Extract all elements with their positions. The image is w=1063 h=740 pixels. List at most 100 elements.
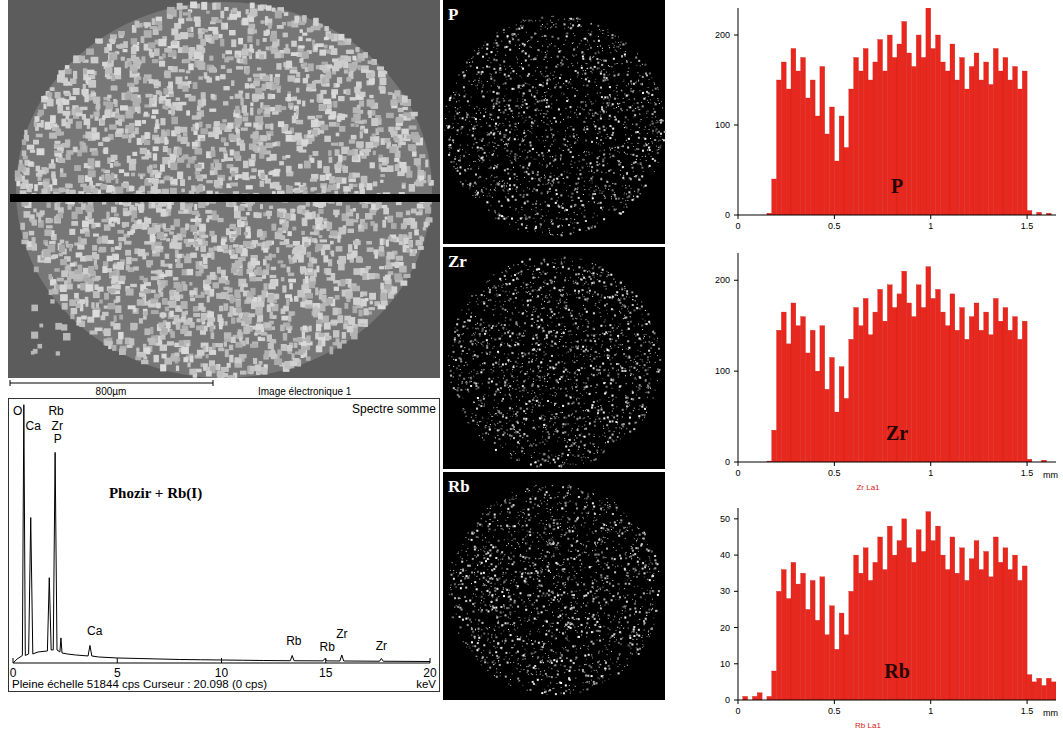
grain — [23, 156, 28, 160]
grain — [372, 133, 377, 136]
grain — [210, 326, 214, 332]
grain — [322, 62, 329, 65]
grain — [141, 360, 148, 364]
grain — [116, 128, 124, 133]
grain — [399, 234, 403, 240]
grain — [339, 227, 346, 234]
grain — [35, 127, 39, 131]
grain — [198, 303, 204, 311]
grain — [403, 274, 410, 278]
grain — [49, 163, 56, 168]
grain — [333, 342, 338, 345]
grain — [295, 190, 300, 193]
grain — [253, 74, 260, 78]
grain — [225, 50, 232, 54]
grain — [110, 322, 114, 327]
grain — [197, 319, 201, 323]
grain — [91, 224, 95, 229]
grain — [160, 281, 165, 288]
grain — [188, 63, 193, 70]
grain — [144, 328, 150, 335]
grain — [256, 261, 260, 266]
grain — [266, 47, 270, 51]
grain — [178, 18, 184, 24]
grain — [225, 280, 230, 285]
grain — [150, 52, 154, 57]
grain — [142, 120, 146, 124]
grain — [168, 82, 173, 89]
grain — [310, 276, 316, 282]
grain — [399, 241, 403, 246]
grain — [250, 3, 255, 9]
grain — [128, 138, 131, 142]
grain — [386, 240, 389, 247]
grain — [231, 39, 236, 47]
grain — [183, 45, 189, 53]
grain — [243, 241, 251, 248]
grain — [45, 242, 48, 246]
grain — [336, 84, 340, 87]
grain — [188, 176, 191, 180]
grain — [236, 308, 242, 313]
grain — [337, 77, 342, 84]
grain — [97, 238, 103, 243]
grain — [285, 294, 292, 298]
grain — [194, 164, 202, 168]
grain — [144, 112, 148, 117]
grain — [302, 218, 308, 226]
grain — [342, 332, 346, 339]
grain — [118, 31, 125, 35]
grain — [188, 81, 191, 84]
grain — [65, 241, 68, 245]
grain — [206, 354, 209, 358]
grain — [333, 308, 339, 316]
grain — [94, 112, 100, 117]
grain — [47, 99, 54, 107]
grain — [126, 257, 132, 265]
grain — [338, 41, 345, 45]
grain — [224, 7, 228, 11]
grain — [129, 135, 132, 139]
grain — [60, 173, 67, 177]
grain — [388, 92, 393, 95]
grain — [35, 116, 40, 122]
grain — [368, 61, 376, 65]
grain — [258, 50, 261, 54]
grain — [179, 69, 185, 72]
grain — [283, 333, 287, 341]
grain — [106, 212, 109, 219]
grain — [231, 80, 234, 86]
grain — [163, 223, 166, 229]
grain — [406, 135, 410, 138]
grain — [160, 364, 166, 371]
grain — [323, 166, 329, 173]
grain — [84, 95, 88, 102]
grain — [323, 99, 331, 104]
grain — [119, 315, 123, 320]
grain — [86, 49, 94, 55]
grain — [92, 245, 97, 251]
grain — [118, 280, 125, 284]
grain — [66, 154, 71, 160]
grain — [177, 258, 181, 264]
grain — [312, 211, 316, 219]
grain — [185, 223, 188, 230]
grain — [27, 145, 35, 150]
grain — [209, 56, 213, 61]
grain — [329, 157, 333, 163]
grain — [69, 245, 72, 251]
grain — [283, 33, 288, 38]
grain — [234, 211, 240, 218]
grain — [51, 171, 55, 178]
grain — [143, 344, 147, 348]
grain — [110, 163, 113, 168]
grain — [23, 232, 28, 239]
grain — [361, 129, 364, 133]
grain — [181, 137, 188, 144]
grain — [65, 184, 71, 188]
grain — [194, 204, 197, 210]
grain — [286, 299, 289, 306]
grain — [210, 350, 217, 355]
grain — [16, 181, 20, 186]
grain — [231, 337, 236, 343]
